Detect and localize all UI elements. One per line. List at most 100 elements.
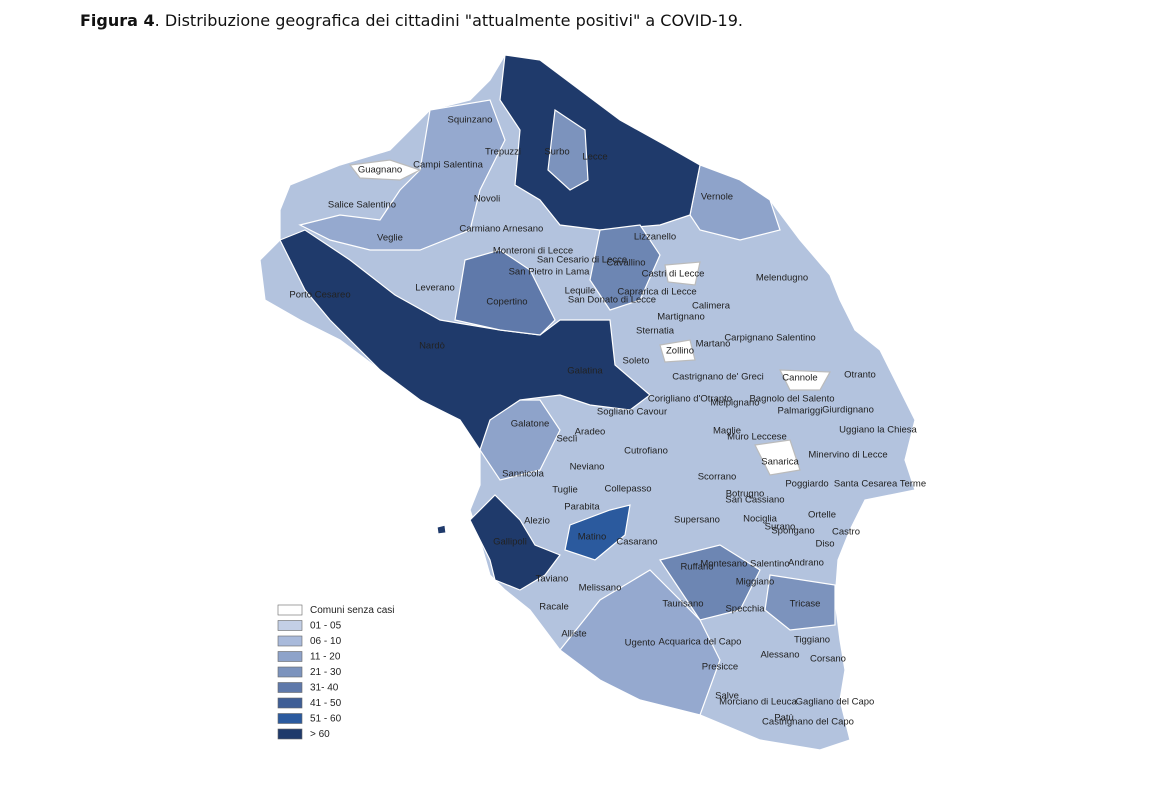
municipality-label: Nociglia — [743, 514, 778, 525]
municipality-label: Corsano — [810, 654, 846, 665]
municipality-label: Diso — [815, 539, 834, 550]
legend-swatch — [277, 666, 303, 678]
municipality-label: Gallipoli — [493, 537, 527, 548]
legend-label: 21 - 30 — [310, 667, 342, 678]
municipality-label: Cavallino — [606, 258, 645, 269]
municipality-label: Lecce — [582, 152, 607, 163]
municipality-label: Spongano — [771, 526, 814, 537]
municipality-label: Tuglie — [552, 485, 578, 496]
legend: Comuni senza casi 01 - 05 06 - 10 11 - 20 21… — [277, 604, 394, 740]
legend-swatch — [277, 635, 303, 647]
region-matino — [564, 504, 631, 561]
municipality-label: Campi Salentina — [413, 160, 483, 171]
legend-label: Comuni senza casi — [310, 605, 394, 616]
municipality-label: Giurdignano — [822, 405, 874, 416]
municipality-label: Trepuzzi — [485, 147, 521, 158]
municipality-label: San Cesario di Lecce — [537, 255, 627, 266]
municipality-label: Lizzanello — [634, 232, 676, 243]
region-dark — [279, 229, 651, 452]
municipality-label: Leverano — [415, 283, 455, 294]
municipality-label: Racale — [539, 602, 569, 613]
municipality-label: Corigliano d'Otranto — [648, 394, 732, 405]
municipality-label: Castrignano del Capo — [762, 717, 854, 728]
municipality-label: Sternatia — [636, 326, 675, 337]
municipality-label: San Donato di Lecce — [568, 295, 656, 306]
municipality-label: Monteroni di Lecce — [493, 246, 573, 257]
municipality-label: Cannole — [782, 373, 817, 384]
municipality-label: San Pietro in Lama — [509, 267, 591, 278]
municipality-label: Palmariggi — [778, 406, 823, 417]
island — [436, 524, 447, 535]
region-mid — [659, 544, 761, 621]
municipality-label: Ugento — [625, 638, 656, 649]
figure-number: Figura 4 — [80, 11, 155, 30]
legend-label: 41 - 50 — [310, 698, 342, 709]
municipality-labels: Squinzano Trepuzzi Surbo Lecce Guagnano Campi… — [289, 115, 926, 728]
municipality-label: Specchia — [725, 604, 765, 615]
municipality-label: Guagnano — [358, 165, 402, 176]
legend-swatch — [277, 728, 303, 740]
no-cases — [659, 339, 696, 363]
municipality-label: Carpignano Salentino — [724, 333, 815, 344]
municipality-label: Taurisano — [662, 599, 703, 610]
municipality-label: Muro Leccese — [727, 432, 787, 443]
legend-label: 01 - 05 — [310, 621, 342, 632]
municipality-label: Miggiano — [736, 577, 775, 588]
municipality-label: Seclì — [556, 434, 577, 445]
municipality-label: Castrignano de' Greci — [672, 372, 764, 383]
municipality-label: Andrano — [788, 558, 824, 569]
municipality-label: Presicce — [702, 662, 738, 673]
municipality-label: Minervino di Lecce — [808, 450, 887, 461]
municipality-label: Arnesano — [503, 224, 544, 235]
municipality-label: Sannicola — [502, 469, 544, 480]
municipality-label: Cutrofiano — [624, 446, 668, 457]
municipality-label: Sogliano Cavour — [597, 407, 667, 418]
region-dark — [499, 54, 701, 231]
municipality-label: Parabita — [564, 502, 600, 513]
municipality-label: Caprarica di Lecce — [617, 287, 696, 298]
municipality-label: Otranto — [844, 370, 876, 381]
region-mid — [589, 224, 661, 311]
municipality-label: Morciano di Leuca — [719, 697, 797, 708]
region-copertino — [454, 249, 556, 336]
municipality-label: Copertino — [486, 297, 527, 308]
municipality-label: Alezio — [524, 516, 550, 527]
municipality-label: Melpignano — [710, 398, 759, 409]
municipality-label: Melendugno — [756, 273, 808, 284]
no-cases — [348, 159, 422, 181]
region-mid — [298, 99, 506, 251]
no-cases — [664, 261, 701, 286]
municipality-label: Botrugno — [726, 489, 765, 500]
municipality-label: Alliste — [561, 629, 586, 640]
region-mid — [764, 574, 836, 631]
municipality-label: Poggiardo — [785, 479, 828, 490]
legend-swatch — [277, 651, 303, 662]
municipality-label: Santa Cesarea Terme — [834, 479, 926, 490]
municipality-label: Calimera — [692, 301, 731, 312]
municipality-label: Gagliano del Capo — [796, 697, 875, 708]
legend-swatch — [277, 697, 303, 709]
legend-swatch — [277, 682, 303, 693]
municipality-label: Collepasso — [605, 484, 652, 495]
municipality-label: Vernole — [701, 192, 733, 203]
municipality-label: Lequile — [565, 286, 596, 297]
legend-swatch — [277, 620, 303, 631]
municipality-label: Casarano — [616, 537, 657, 548]
municipality-label: Novoli — [474, 194, 500, 205]
municipality-label: Galatina — [567, 366, 603, 377]
municipality-label: Acquarica del Capo — [659, 637, 742, 648]
municipality-label: Galatone — [511, 419, 550, 430]
municipality-label: Veglie — [377, 233, 403, 244]
municipality-label: Patù — [774, 713, 794, 724]
figure-caption: . Distribuzione geografica dei cittadini… — [155, 11, 743, 30]
municipality-label: Carmiano — [459, 224, 500, 235]
municipality-label: Martignano — [657, 312, 705, 323]
no-cases — [754, 439, 801, 476]
municipality-label: Scorrano — [698, 472, 737, 483]
municipality-label: Supersano — [674, 515, 720, 526]
legend-swatch — [277, 713, 303, 724]
municipality-label: Maglie — [713, 426, 741, 437]
municipality-label: Ortelle — [808, 510, 836, 521]
figure-title: Figura 4. Distribuzione geografica dei c… — [80, 11, 743, 30]
